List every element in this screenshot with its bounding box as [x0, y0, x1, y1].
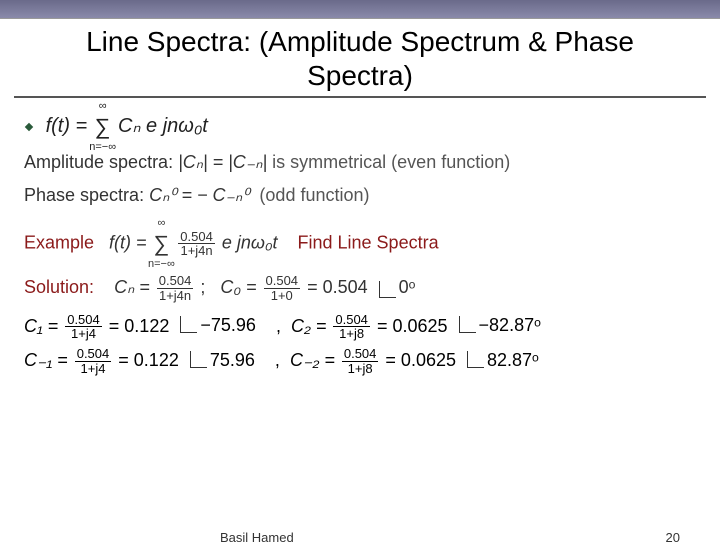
c0-frac: 0.504 1+0: [264, 274, 301, 302]
c0-val: = 0.504: [307, 277, 368, 297]
c2-val: = 0.0625: [377, 315, 448, 335]
c2-lhs: C₂ =: [291, 315, 326, 335]
cm1-num: 0.504: [75, 347, 112, 362]
c1-den: 1+j4: [65, 327, 102, 341]
cm1-val: = 0.122: [118, 350, 179, 370]
cn-frac: 0.504 1+j4n: [157, 274, 194, 302]
example-row: Example f(t) = ∑ ∞ n=−∞ 0.504 1+j4n e jn…: [24, 227, 696, 260]
c2-angle: −82.87ᵒ: [457, 315, 541, 336]
cm2-lhs: C₋₂ =: [290, 350, 335, 370]
solution-label: Solution:: [24, 277, 94, 297]
footer-author: Basil Hamed: [220, 530, 294, 545]
amplitude-spectra-row: Amplitude spectra: |Cₙ| = |C₋ₙ| is symme…: [24, 149, 696, 176]
eq1-lhs: f(t) =: [46, 115, 88, 137]
slide-title: Line Spectra: (Amplitude Spectrum & Phas…: [14, 19, 706, 98]
c0-num: 0.504: [264, 274, 301, 289]
comma2: ,: [275, 350, 280, 370]
c2-den: 1+j8: [333, 327, 370, 341]
example-lhs: f(t) =: [109, 232, 147, 252]
solution-row: Solution: Cₙ = 0.504 1+j4n ; C₀ = 0.504 …: [24, 274, 696, 302]
cn-num: 0.504: [157, 274, 194, 289]
c1-angle: −75.96: [178, 315, 256, 336]
fourier-series-eq: f(t) = ∑ ∞ n=−∞ Cₙ e jnω₀t: [24, 110, 696, 143]
sum-symbol: ∑ ∞ n=−∞: [95, 110, 111, 143]
cm2-ang-val: 82.87ᵒ: [487, 350, 539, 370]
eq1-exp: e jnω₀t: [146, 115, 208, 137]
sum-top: ∞: [99, 98, 107, 115]
slide-content: f(t) = ∑ ∞ n=−∞ Cₙ e jnω₀t Amplitude spe…: [0, 98, 720, 375]
c0-ang-val: 0ᵒ: [399, 277, 416, 297]
ex-frac-num: 0.504: [178, 230, 215, 245]
cm2-frac: 0.504 1+j8: [342, 347, 379, 375]
cm1-angle: 75.96: [188, 350, 255, 371]
cm1-cm2-row: C₋₁ = 0.504 1+j4 = 0.122 75.96 , C₋₂ = 0…: [24, 347, 696, 375]
bullet-icon: [24, 122, 34, 132]
c0-lhs: C₀ =: [220, 277, 256, 297]
c1-c2-row: C₁ = 0.504 1+j4 = 0.122 −75.96 , C₂ = 0.…: [24, 313, 696, 341]
amp-note: is symmetrical (even function): [272, 152, 510, 172]
c1-num: 0.504: [65, 313, 102, 328]
cn-den: 1+j4n: [157, 289, 194, 303]
phase-note: (odd function): [259, 185, 369, 205]
c1-ang-val: −75.96: [200, 315, 256, 335]
c0-angle: 0ᵒ: [377, 274, 416, 301]
cm2-num: 0.504: [342, 347, 379, 362]
c2-num: 0.504: [333, 313, 370, 328]
ex-frac-den: 1+j4n: [178, 244, 215, 258]
cm2-angle: 82.87ᵒ: [465, 350, 539, 371]
c2-ang-val: −82.87ᵒ: [479, 315, 541, 335]
c1-val: = 0.122: [109, 315, 170, 335]
eq1-exp-text: e jnω₀t: [146, 115, 208, 137]
amp-eq: |Cₙ| = |C₋ₙ|: [178, 152, 267, 172]
example-frac: 0.504 1+j4n: [178, 230, 215, 258]
cm1-den: 1+j4: [75, 362, 112, 376]
cn-lhs: Cₙ =: [114, 277, 150, 297]
eq1-coef: Cₙ: [118, 115, 140, 137]
phase-eq: Cₙ⁰ = − C₋ₙ⁰: [149, 185, 249, 205]
example-sum: ∑ ∞ n=−∞: [154, 227, 170, 260]
footer-page: 20: [666, 530, 680, 545]
phase-spectra-row: Phase spectra: Cₙ⁰ = − C₋ₙ⁰ (odd functio…: [24, 182, 696, 209]
comma1: ,: [276, 315, 281, 335]
c0-den: 1+0: [264, 289, 301, 303]
amp-label: Amplitude spectra:: [24, 152, 173, 172]
cm2-den: 1+j8: [342, 362, 379, 376]
cm2-val: = 0.0625: [385, 350, 456, 370]
example-find: Find Line Spectra: [298, 232, 439, 252]
example-label: Example: [24, 232, 94, 252]
ex-sum-top: ∞: [158, 215, 166, 232]
phase-label: Phase spectra:: [24, 185, 144, 205]
c1-lhs: C₁ =: [24, 315, 58, 335]
c2-frac: 0.504 1+j8: [333, 313, 370, 341]
cm1-lhs: C₋₁ =: [24, 350, 68, 370]
sep: ;: [200, 277, 205, 297]
c1-frac: 0.504 1+j4: [65, 313, 102, 341]
sum-bot: n=−∞: [89, 139, 116, 156]
example-exp: e jnω₀t: [222, 232, 278, 252]
slide-topbar: [0, 0, 720, 19]
cm1-frac: 0.504 1+j4: [75, 347, 112, 375]
ex-sum-bot: n=−∞: [148, 256, 175, 273]
cm1-ang-val: 75.96: [210, 350, 255, 370]
